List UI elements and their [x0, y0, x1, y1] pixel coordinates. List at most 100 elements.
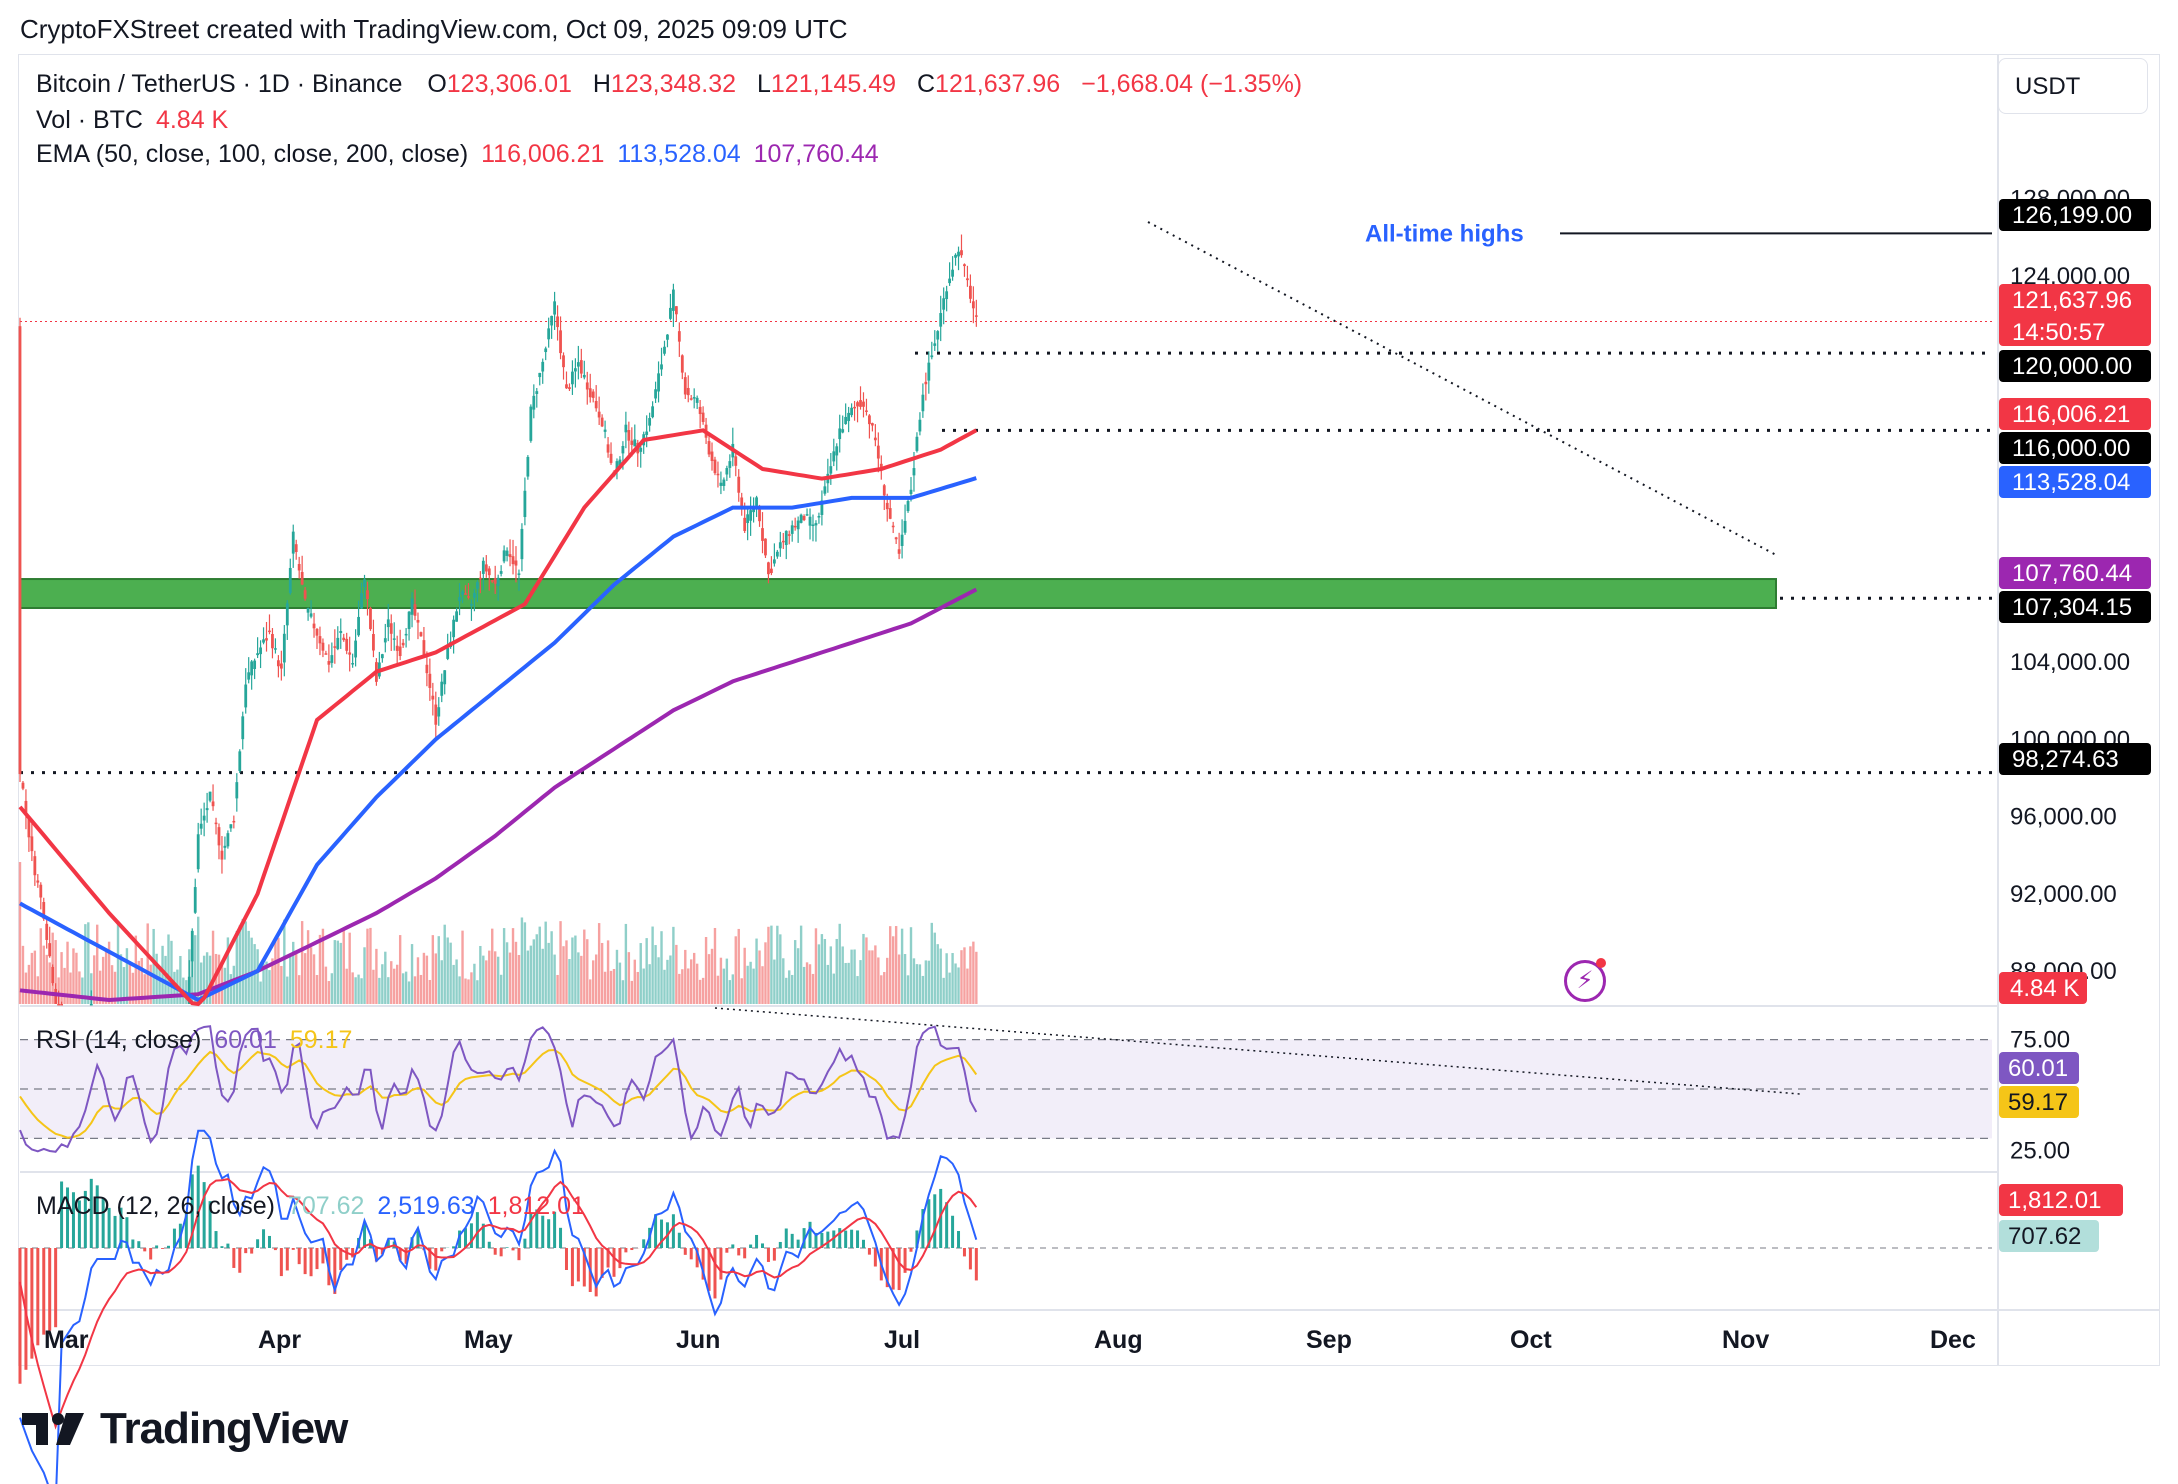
- lightning-icon[interactable]: ⚡: [1564, 960, 1606, 1002]
- macd-histogram-bar: [416, 1230, 420, 1248]
- volume-bar: [660, 931, 663, 1004]
- candle-body: [357, 616, 360, 636]
- volume-bar: [458, 976, 461, 1004]
- volume-bar: [909, 927, 913, 1004]
- volume-bar: [915, 964, 919, 1004]
- volume-bar: [146, 923, 149, 1004]
- volume-bar: [526, 950, 530, 1004]
- volume-bar: [232, 965, 236, 1004]
- macd-histogram-bar: [83, 1190, 87, 1248]
- macd-histogram-bar: [161, 1248, 165, 1249]
- macd-histogram-bar: [404, 1248, 408, 1264]
- macd-histogram-bar: [345, 1248, 349, 1260]
- volume-bar: [862, 933, 865, 1004]
- price-badge-label: 113,528.04: [2012, 469, 2130, 496]
- price-badge-label: 126,199.00: [2012, 202, 2132, 229]
- macd-histogram-bar: [713, 1248, 717, 1299]
- symbol-label[interactable]: Bitcoin / TetherUS · 1D · Binance: [36, 70, 403, 98]
- candle-body: [844, 416, 848, 425]
- volume-bar: [927, 960, 931, 1004]
- trendline: [1147, 221, 1779, 557]
- candle-body: [897, 549, 901, 554]
- candle-body: [876, 445, 880, 459]
- volume-bar: [110, 965, 114, 1004]
- volume-bar: [149, 964, 152, 1004]
- ema-label[interactable]: EMA (50, close, 100, close, 200, close): [36, 140, 469, 168]
- candle-body: [51, 966, 55, 984]
- candle-body: [873, 437, 877, 441]
- time-axis-label: Mar: [44, 1326, 89, 1354]
- candle-body: [954, 254, 957, 258]
- candle-body: [208, 791, 212, 801]
- volume-bar: [48, 962, 51, 1004]
- volume-bar: [826, 964, 830, 1004]
- volume-bar: [499, 974, 503, 1004]
- macd-histogram-bar: [737, 1248, 741, 1256]
- candle-body: [279, 663, 283, 669]
- candle-body: [918, 419, 922, 432]
- candle-body: [838, 428, 842, 440]
- macd-histogram-bar: [184, 1210, 188, 1248]
- macd-histogram-bar: [606, 1248, 610, 1268]
- candle-body: [618, 459, 622, 466]
- volume-bar: [589, 979, 592, 1004]
- candle-body: [508, 554, 512, 558]
- volume-bar: [716, 975, 720, 1004]
- macd-histogram-bar: [772, 1248, 776, 1261]
- volume-bar: [966, 968, 969, 1004]
- macd-histogram-bar: [766, 1248, 770, 1262]
- candle-body: [45, 923, 49, 940]
- low-value: 121,145.49: [770, 70, 897, 98]
- macd-histogram-bar: [458, 1230, 462, 1248]
- volume-bar: [924, 960, 928, 1004]
- volume-bar: [779, 934, 782, 1004]
- candle-body: [966, 278, 969, 281]
- volume-bar: [523, 922, 527, 1004]
- candle-body: [909, 489, 913, 494]
- macd-histogram-bar: [743, 1248, 747, 1259]
- volume-bar: [817, 944, 821, 1004]
- macd-label[interactable]: MACD (12, 26, close): [36, 1192, 275, 1220]
- candle-body: [835, 446, 839, 456]
- volume-bar: [636, 971, 639, 1004]
- volume-label[interactable]: Vol · BTC: [36, 106, 143, 134]
- candle-body: [348, 652, 352, 655]
- candle-body: [725, 468, 729, 475]
- volume-bar: [464, 978, 467, 1004]
- candle-body: [781, 540, 785, 543]
- volume-bar: [63, 967, 66, 1004]
- volume-bar: [883, 972, 886, 1004]
- macd-histogram-bar: [18, 1248, 22, 1384]
- volume-bar: [259, 981, 262, 1004]
- currency-button[interactable]: USDT: [1998, 58, 2148, 114]
- candle-body: [342, 637, 346, 641]
- price-tick-label: 104,000.00: [2010, 649, 2130, 676]
- volume-bar: [642, 968, 645, 1004]
- candle-body: [271, 634, 274, 649]
- volume-bar: [654, 945, 657, 1004]
- candle-body: [817, 516, 821, 518]
- macd-histogram-bar: [564, 1248, 568, 1270]
- candle-body: [232, 820, 236, 823]
- candle-body: [960, 250, 963, 256]
- rsi-label[interactable]: RSI (14, close): [36, 1026, 202, 1054]
- volume-bar: [529, 945, 533, 1004]
- price-badge: [1999, 350, 2151, 382]
- volume-bar: [277, 937, 280, 1004]
- candle-body: [330, 655, 334, 663]
- volume-bar: [470, 972, 473, 1004]
- volume-bar: [577, 952, 580, 1004]
- tradingview-logo[interactable]: TradingView: [22, 1404, 348, 1454]
- candle-body: [395, 645, 399, 651]
- candle-body: [517, 573, 521, 575]
- macd-histogram-bar: [535, 1209, 539, 1248]
- volume-bar: [256, 949, 259, 1004]
- volume-bar: [773, 959, 776, 1004]
- macd-histogram-bar: [945, 1202, 949, 1248]
- candle-body: [802, 516, 806, 521]
- macd-histogram-bar: [232, 1248, 236, 1268]
- volume-bar: [78, 971, 81, 1004]
- time-axis-label: Jul: [884, 1326, 920, 1354]
- volume-bar: [740, 978, 743, 1004]
